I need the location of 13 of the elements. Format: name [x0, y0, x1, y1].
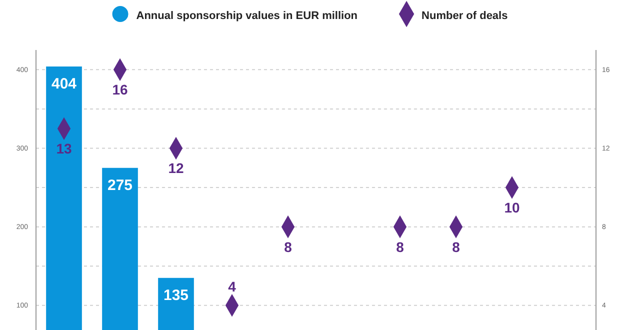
data-label: 4 [228, 278, 236, 294]
data-label: 135 [163, 286, 189, 304]
legend-label: Number of deals [422, 10, 508, 22]
data-label: 8 [396, 238, 404, 255]
data-label: 13 [56, 140, 72, 157]
data-label: 16 [112, 82, 128, 98]
data-label: 275 [107, 176, 133, 194]
data-label: 10 [504, 200, 520, 216]
legend-label: Annual sponsorship values in EUR million [136, 10, 358, 22]
data-label: 12 [168, 160, 184, 176]
data-label: 8 [452, 238, 460, 255]
data-label: 404 [51, 76, 78, 93]
data-label: 8 [284, 238, 292, 255]
